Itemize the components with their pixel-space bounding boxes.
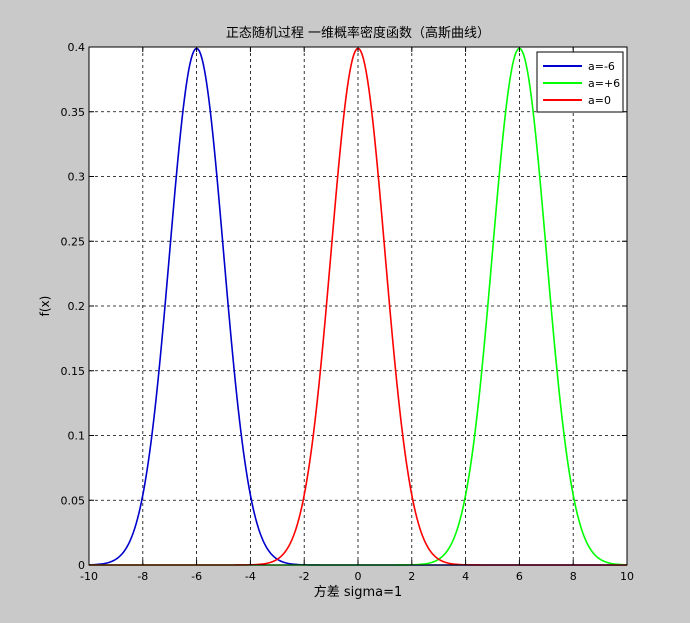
legend-label: a=-6 — [588, 60, 615, 73]
x-tick-label: 10 — [620, 570, 634, 583]
y-tick-label: 0.4 — [68, 41, 86, 54]
x-tick-label: 2 — [408, 570, 415, 583]
y-tick-label: 0.05 — [61, 494, 86, 507]
x-tick-label: 4 — [462, 570, 469, 583]
x-axis-label: 方差 sigma=1 — [314, 584, 403, 600]
x-tick-label: -8 — [137, 570, 148, 583]
x-tick-label: 0 — [355, 570, 362, 583]
chart-title: 正态随机过程 一维概率密度函数（高斯曲线） — [226, 25, 490, 41]
y-tick-label: 0.3 — [68, 171, 86, 184]
y-tick-label: 0.25 — [61, 235, 86, 248]
legend-items: a=-6 a=+6 a=0 — [543, 60, 620, 107]
y-tick-label: 0 — [78, 559, 85, 572]
y-tick-label: 0.15 — [61, 365, 86, 378]
x-tick-label: 8 — [570, 570, 577, 583]
legend: a=-6 a=+6 a=0 — [536, 51, 624, 113]
x-tick-label: 6 — [516, 570, 523, 583]
x-tick-label: -10 — [80, 570, 98, 583]
y-axis-label: f(x) — [38, 296, 52, 317]
y-tick-label: 0.35 — [61, 106, 86, 119]
x-tick-label: -4 — [245, 570, 256, 583]
y-tick-label: 0.2 — [68, 300, 86, 313]
legend-label: a=+6 — [588, 77, 620, 90]
grid-lines — [89, 47, 627, 565]
y-tick-label: 0.1 — [68, 430, 86, 443]
x-tick-label: -2 — [299, 570, 310, 583]
x-tick-label: -6 — [191, 570, 202, 583]
axis-ticks: -10 -8 -6 -4 -2 0 2 4 6 8 10 0 0.05 0.1 0.15 0.2 0.25 0.3… — [61, 41, 635, 583]
legend-label: a=0 — [588, 94, 611, 107]
